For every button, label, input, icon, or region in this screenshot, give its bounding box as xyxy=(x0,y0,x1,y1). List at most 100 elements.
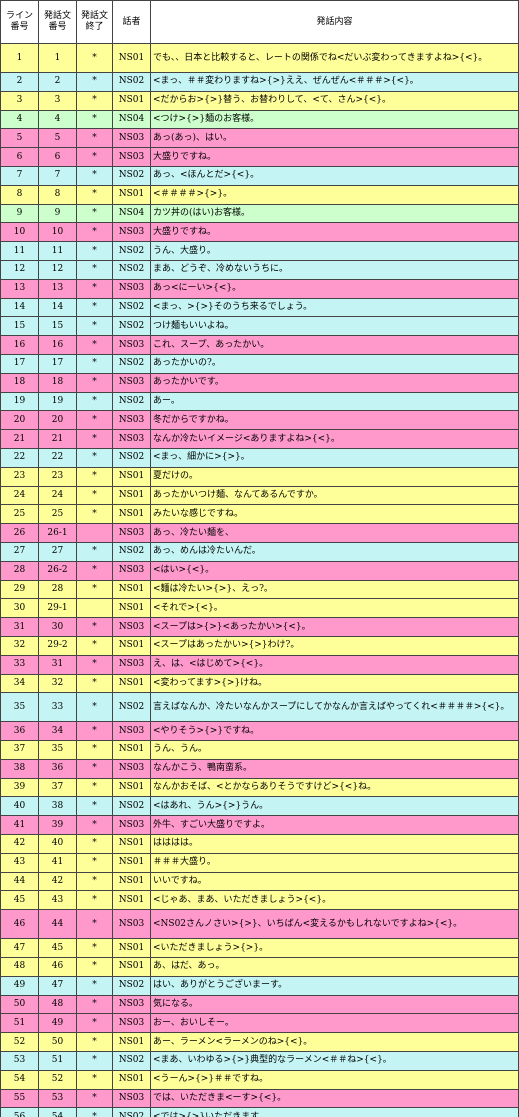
line-number: 42 xyxy=(0,834,39,854)
utterance-end: * xyxy=(76,391,113,412)
speaker: NS01 xyxy=(112,890,151,911)
utterance: あー、ラーメン<ラーメンのね>{<}。 xyxy=(150,1032,519,1053)
utterance-number: 33 xyxy=(38,692,77,723)
speaker: NS03 xyxy=(112,654,151,675)
utterance-end: * xyxy=(76,353,113,374)
utterance-end: * xyxy=(76,203,113,224)
utterance-number: 51 xyxy=(38,1051,77,1071)
utterance-number: 45 xyxy=(38,938,77,959)
speaker: NS01 xyxy=(112,740,151,760)
speaker: NS02 xyxy=(112,165,151,186)
table-row: 21 21 * NS03 なんか冷たいイメージ<ありますよね>{<}。 xyxy=(0,429,519,449)
line-number: 43 xyxy=(0,852,39,873)
line-number: 22 xyxy=(0,447,39,468)
speaker: NS01 xyxy=(112,504,151,525)
utterance: あっ、めんは冷たいんだ。 xyxy=(150,541,519,562)
table-row: 5 5 * NS03 あっ(あっ)、はい。 xyxy=(0,128,519,149)
utterance: え、は、<はじめて>{<}。 xyxy=(150,654,519,675)
line-number: 15 xyxy=(0,316,39,337)
line-number: 50 xyxy=(0,994,39,1015)
line-number: 52 xyxy=(0,1032,39,1053)
utterance-end: * xyxy=(76,777,113,798)
line-number: 35 xyxy=(0,692,39,723)
utterance-end: * xyxy=(76,316,113,337)
utterance: <やりそう>{>}ですね。 xyxy=(150,721,519,742)
utterance-end: * xyxy=(76,410,113,431)
table-row: 31 30 * NS03 <スープは>{>}<あったかい>{<}。 xyxy=(0,617,519,637)
line-number: 6 xyxy=(0,147,39,167)
table-row: 15 15 * NS02 つけ麺もいいよね。 xyxy=(0,316,519,337)
speaker: NS03 xyxy=(112,560,151,581)
table-row: 32 29-2 * NS01 <スープはあったかい>{>}わけ?。 xyxy=(0,635,519,656)
speaker: NS03 xyxy=(112,721,151,742)
line-number: 48 xyxy=(0,957,39,977)
table-row: 42 40 * NS01 はははは。 xyxy=(0,834,519,854)
speaker: NS02 xyxy=(112,692,151,723)
table-row: 53 51 * NS02 <まあ、いわゆる>{>}典型的なラーメン<＃＃ね>{<}。 xyxy=(0,1051,519,1071)
table-row: 49 47 * NS02 はい、ありがとうございまーす。 xyxy=(0,975,519,996)
utterance-number: 28 xyxy=(38,579,77,600)
table-row: 52 50 * NS01 あー、ラーメン<ラーメンのね>{<}。 xyxy=(0,1032,519,1053)
utterance-end: * xyxy=(76,635,113,656)
utterance: <はあれ、うん>{>}うん。 xyxy=(150,796,519,817)
line-number: 33 xyxy=(0,654,39,675)
speaker: NS03 xyxy=(112,128,151,149)
line-number: 32 xyxy=(0,635,39,656)
table-row: 10 10 * NS03 大盛りですね。 xyxy=(0,222,519,243)
line-number: 51 xyxy=(0,1013,39,1034)
utterance-number: 48 xyxy=(38,994,77,1015)
utterance-number: 17 xyxy=(38,353,77,374)
column-header: 発話内容 xyxy=(150,0,519,44)
speaker: NS03 xyxy=(112,617,151,637)
table-row: 22 22 * NS02 <まっ、細かに>{>}。 xyxy=(0,447,519,468)
line-number: 31 xyxy=(0,617,39,637)
utterance: おー、おいしそー。 xyxy=(150,1013,519,1034)
utterance-end: * xyxy=(76,184,113,205)
utterance: 夏だけの。 xyxy=(150,466,519,487)
utterance-end: * xyxy=(76,72,113,92)
line-number: 7 xyxy=(0,165,39,186)
utterance-end: * xyxy=(76,147,113,167)
utterance: みたいな感じですね。 xyxy=(150,504,519,525)
utterance-end: * xyxy=(76,938,113,959)
utterance-number: 44 xyxy=(38,909,77,940)
table-row: 13 13 * NS03 あっ<にーい>{<}。 xyxy=(0,278,519,299)
table-row: 46 44 * NS03 <NS02さんノさい>{>}、いちばん<変えるかもしれないです… xyxy=(0,909,519,940)
speaker: NS03 xyxy=(112,278,151,299)
table-row: 28 26-2 * NS03 <はい>{<}。 xyxy=(0,560,519,581)
utterance-number: 42 xyxy=(38,871,77,892)
utterance: 冬だからですかね。 xyxy=(150,410,519,431)
table-row: 8 8 * NS01 <＃＃＃＃>{>}。 xyxy=(0,184,519,205)
utterance: <まあ、いわゆる>{>}典型的なラーメン<＃＃ね>{<}。 xyxy=(150,1051,519,1071)
speaker: NS02 xyxy=(112,259,151,280)
utterance-number: 32 xyxy=(38,673,77,694)
table-row: 48 46 * NS01 あ、はだ、あっ。 xyxy=(0,957,519,977)
speaker: NS02 xyxy=(112,391,151,412)
utterance-number: 9 xyxy=(38,203,77,224)
line-number: 29 xyxy=(0,579,39,600)
speaker: NS03 xyxy=(112,815,151,836)
utterance-number: 20 xyxy=(38,410,77,431)
line-number: 27 xyxy=(0,541,39,562)
speaker: NS03 xyxy=(112,222,151,243)
utterance: はい、ありがとうございまーす。 xyxy=(150,975,519,996)
utterance-end: * xyxy=(76,1107,113,1117)
speaker: NS02 xyxy=(112,353,151,374)
utterance-end: * xyxy=(76,241,113,261)
utterance-end: * xyxy=(76,909,113,940)
utterance-end: * xyxy=(76,852,113,873)
table-row: 12 12 * NS02 まあ、どうぞ、冷めないうちに。 xyxy=(0,259,519,280)
line-number: 18 xyxy=(0,372,39,393)
utterance-number: 53 xyxy=(38,1088,77,1109)
column-header: 発話文番号 xyxy=(38,0,77,44)
line-number: 34 xyxy=(0,673,39,694)
line-number: 41 xyxy=(0,815,39,836)
utterance: なんかこう、鴨南蛮系。 xyxy=(150,758,519,779)
column-header: 発話文終了 xyxy=(76,0,113,44)
line-number: 17 xyxy=(0,353,39,374)
utterance: カツ丼の(はい)お客様。 xyxy=(150,203,519,224)
utterance: うん、大盛り。 xyxy=(150,241,519,261)
speaker: NS01 xyxy=(112,777,151,798)
table-row: 9 9 * NS04 カツ丼の(はい)お客様。 xyxy=(0,203,519,224)
speaker: NS04 xyxy=(112,109,151,130)
